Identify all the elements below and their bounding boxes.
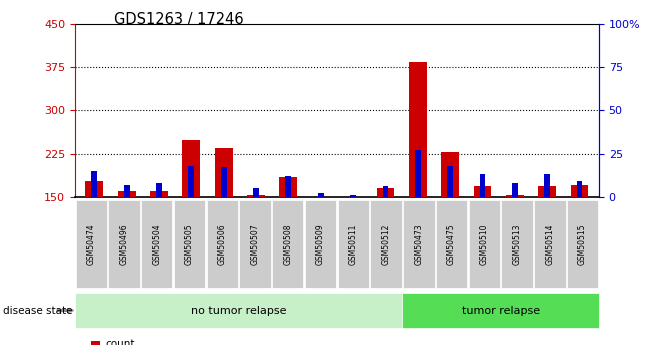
Bar: [91, 171, 97, 197]
Bar: [350, 195, 356, 197]
Text: GSM50505: GSM50505: [185, 223, 194, 265]
Bar: [118, 191, 135, 197]
Bar: [376, 188, 395, 197]
Bar: [447, 166, 453, 197]
Text: GSM50512: GSM50512: [381, 224, 391, 265]
Bar: [253, 188, 259, 197]
Bar: [512, 183, 518, 197]
Text: no tumor relapse: no tumor relapse: [191, 306, 286, 315]
Bar: [577, 181, 583, 197]
Bar: [247, 195, 265, 197]
Text: GSM50496: GSM50496: [120, 223, 128, 265]
Bar: [544, 174, 550, 197]
Text: GSM50506: GSM50506: [217, 223, 227, 265]
Bar: [285, 176, 291, 197]
Bar: [150, 191, 168, 197]
Bar: [409, 61, 426, 197]
Text: GSM50513: GSM50513: [512, 223, 521, 265]
Text: GSM50475: GSM50475: [447, 223, 456, 265]
Text: tumor relapse: tumor relapse: [462, 306, 540, 315]
Bar: [480, 174, 486, 197]
Bar: [124, 185, 130, 197]
Bar: [182, 140, 201, 197]
Bar: [318, 193, 324, 197]
Bar: [383, 186, 389, 197]
Text: GSM50510: GSM50510: [480, 223, 489, 265]
Text: count: count: [105, 339, 135, 345]
Text: GSM50507: GSM50507: [251, 223, 260, 265]
Bar: [415, 150, 421, 197]
Bar: [279, 177, 298, 197]
Text: GSM50515: GSM50515: [578, 223, 587, 265]
Bar: [85, 180, 103, 197]
Text: GDS1263 / 17246: GDS1263 / 17246: [114, 12, 243, 27]
Bar: [473, 186, 492, 197]
Text: GSM50509: GSM50509: [316, 223, 325, 265]
Bar: [156, 183, 162, 197]
Text: GSM50511: GSM50511: [349, 224, 358, 265]
Text: GSM50508: GSM50508: [283, 223, 292, 265]
Bar: [215, 148, 232, 197]
Bar: [538, 186, 556, 197]
Bar: [571, 185, 589, 197]
Bar: [221, 167, 227, 197]
Text: GSM50504: GSM50504: [152, 223, 161, 265]
Text: GSM50473: GSM50473: [414, 223, 423, 265]
Text: GSM50514: GSM50514: [546, 223, 554, 265]
Bar: [506, 196, 523, 197]
Bar: [188, 166, 194, 197]
Bar: [441, 152, 459, 197]
Text: disease state: disease state: [3, 306, 73, 315]
Text: GSM50474: GSM50474: [87, 223, 96, 265]
